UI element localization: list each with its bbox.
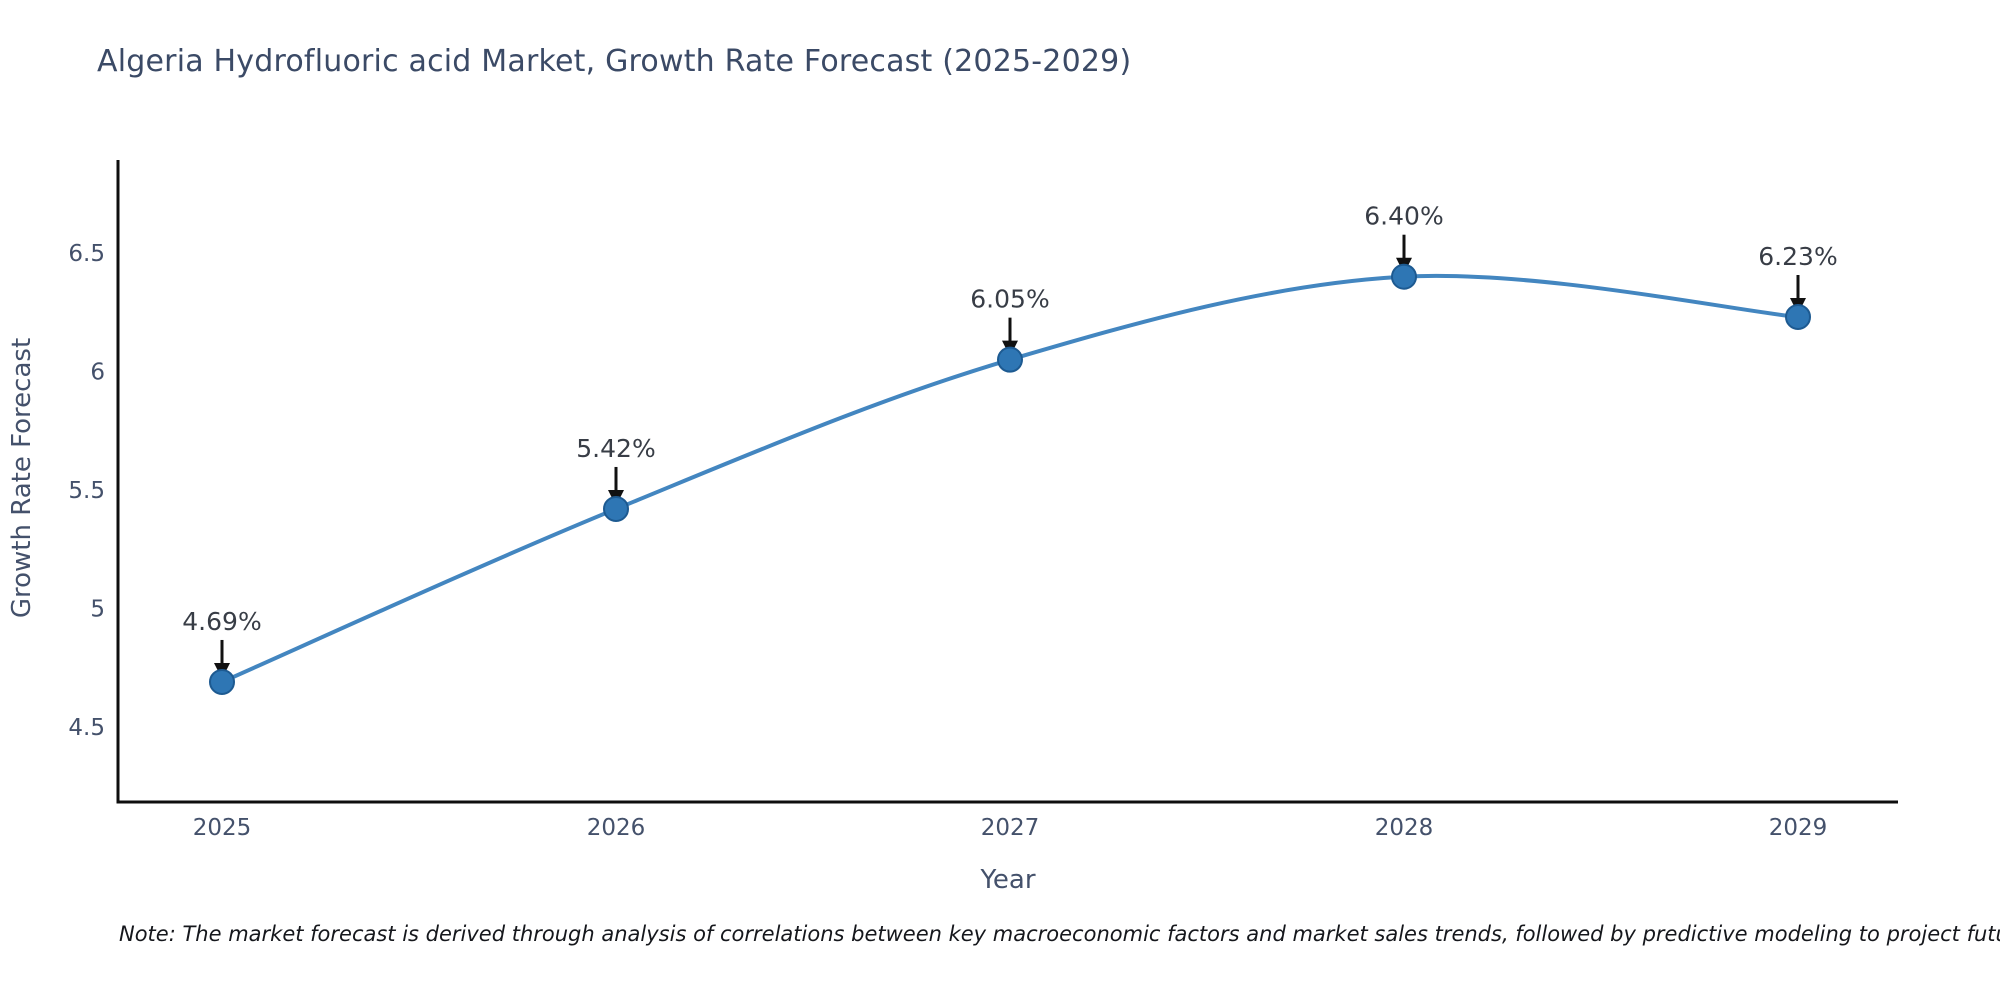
- plot-area: 4.5 5 5.5 6 6.5 2025 2026 2027 2028 2029 4.69% 5.42…: [68, 160, 1898, 841]
- point-value-label: 6.40%: [1364, 202, 1443, 231]
- x-tick-label: 2028: [1375, 815, 1434, 841]
- data-point-marker: [1785, 303, 1811, 330]
- point-value-label: 4.69%: [182, 607, 261, 636]
- y-axis-title: Growth Rate Forecast: [7, 338, 37, 618]
- y-tick-label: 5.5: [68, 478, 105, 504]
- data-point-marker: [997, 346, 1023, 373]
- x-tick-label: 2027: [981, 815, 1040, 841]
- point-value-label: 5.42%: [576, 434, 655, 463]
- footnote: Note: The market forecast is derived thr…: [119, 922, 2000, 946]
- x-tick-label: 2026: [587, 815, 646, 841]
- point-value-label: 6.05%: [970, 285, 1049, 314]
- y-tick-label: 4.5: [68, 715, 105, 741]
- data-point-marker: [209, 668, 235, 695]
- data-point-marker: [603, 495, 629, 522]
- y-tick-label: 6.5: [68, 241, 105, 267]
- y-tick-label: 5: [90, 597, 105, 623]
- chart-title: Algeria Hydrofluoric acid Market, Growth…: [97, 44, 1132, 79]
- x-tick-label: 2025: [193, 815, 252, 841]
- data-point-marker: [1391, 263, 1417, 290]
- y-tick-label: 6: [90, 360, 105, 386]
- point-value-label: 6.23%: [1758, 242, 1837, 271]
- x-axis-title: Year: [979, 865, 1035, 895]
- x-tick-label: 2029: [1769, 815, 1828, 841]
